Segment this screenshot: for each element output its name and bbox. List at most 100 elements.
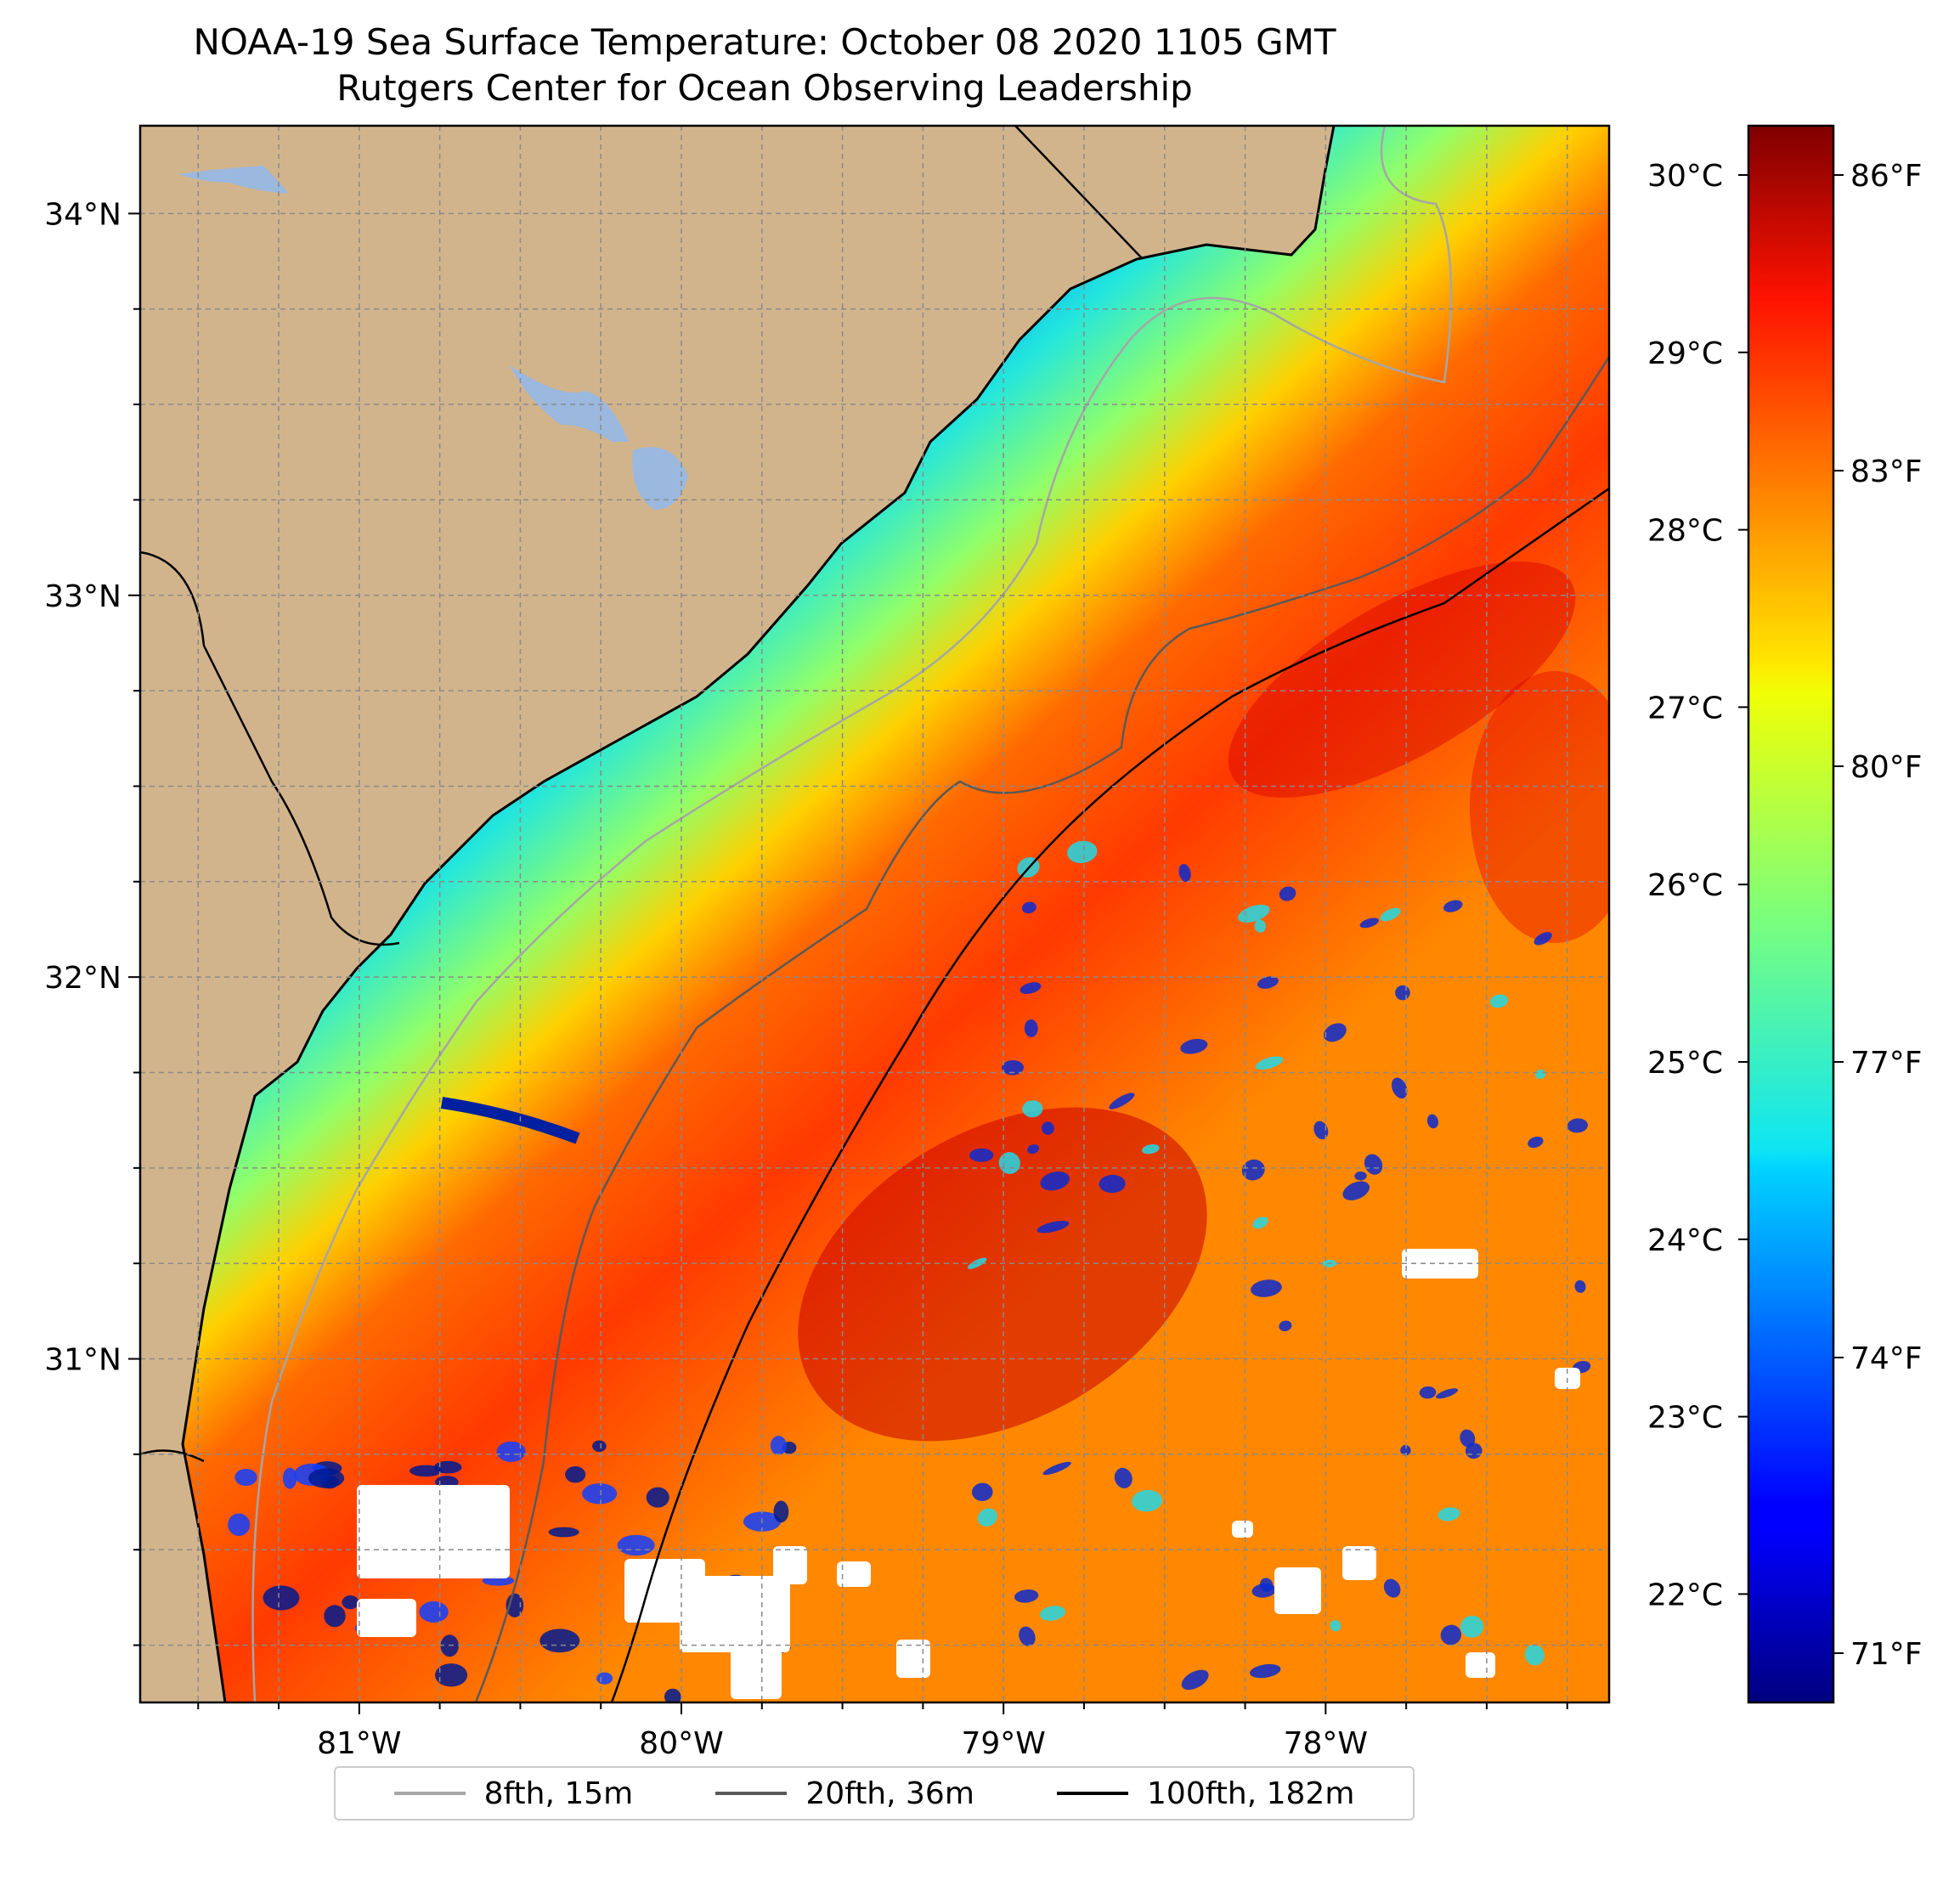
colorbar-celsius-label: 23°C: [1647, 1401, 1723, 1436]
warm-core: [1470, 671, 1609, 943]
cold-eddy: [582, 1483, 618, 1505]
cold-eddy: [1099, 1174, 1126, 1194]
cold-eddy: [1313, 1121, 1329, 1140]
cold-eddy: [1534, 932, 1552, 946]
colorbar-fahrenheit-label: 80°F: [1850, 750, 1923, 785]
cold-eddy: [1021, 901, 1036, 914]
colorbar-celsius-label: 30°C: [1647, 159, 1723, 194]
cold-eddy: [617, 1534, 655, 1556]
cold-eddy: [967, 1257, 987, 1269]
cloud-mask: [837, 1561, 871, 1587]
cold-eddy: [565, 1465, 586, 1483]
legend-item-20fth: 20fth, 36m: [715, 1776, 974, 1811]
cold-eddy: [770, 1436, 787, 1455]
lat-label: 34°N: [44, 197, 121, 232]
lon-label: 79°W: [961, 1726, 1045, 1761]
legend-swatch-100fth: [1057, 1792, 1129, 1795]
cold-eddy: [664, 1688, 681, 1702]
cold-eddy: [1391, 1077, 1408, 1099]
cold-eddy: [1567, 1118, 1588, 1133]
cold-eddy: [977, 1508, 998, 1527]
cold-eddy: [1132, 1489, 1163, 1512]
cold-eddy: [1460, 1615, 1484, 1638]
cold-eddy: [1380, 907, 1401, 922]
cold-eddy: [969, 1148, 994, 1162]
legend-label-20fth: 20fth, 36m: [805, 1776, 974, 1811]
cold-eddy: [1042, 1461, 1071, 1476]
cold-eddy: [1114, 1467, 1133, 1488]
cold-eddy: [1359, 917, 1379, 929]
isobath-8fth: [251, 126, 1453, 1702]
cloud-mask: [773, 1546, 807, 1584]
cold-eddy: [1260, 1578, 1274, 1593]
coastline: [181, 126, 1336, 1702]
gridlines: [140, 126, 1609, 1702]
cloud-mask: [357, 1599, 416, 1637]
cold-eddy: [419, 1601, 449, 1623]
colorbar-celsius-label: 29°C: [1647, 336, 1723, 371]
cold-eddy: [1383, 1578, 1401, 1598]
cold-eddy: [548, 1527, 579, 1538]
lon-label: 78°W: [1284, 1726, 1368, 1761]
lake-marion: [510, 365, 629, 442]
cold-eddy: [1342, 1181, 1370, 1200]
cold-eddy: [1014, 1589, 1039, 1603]
cold-eddy: [1489, 994, 1509, 1008]
cold-eddy: [592, 1440, 607, 1453]
isobath-20fth: [474, 356, 1609, 1702]
cold-eddy: [1279, 1320, 1292, 1332]
lat-label: 33°N: [44, 579, 121, 614]
cold-eddy: [1027, 1144, 1040, 1155]
map-title: NOAA-19 Sea Surface Temperature: October…: [193, 21, 1336, 63]
cold-eddy: [1109, 1092, 1135, 1109]
cloud-mask: [1342, 1546, 1376, 1580]
cold-eddy: [1040, 1171, 1070, 1191]
cold-eddy: [1443, 900, 1463, 912]
cold-eddy: [1440, 1624, 1462, 1646]
colorbar-fahrenheit-label: 86°F: [1850, 159, 1923, 194]
legend-item-100fth: 100fth, 182m: [1057, 1776, 1354, 1811]
state-border: [1014, 126, 1144, 260]
cold-eddy: [324, 1605, 346, 1628]
isobath-legend: 8fth, 15m 20fth, 36m 100fth, 182m: [334, 1766, 1415, 1821]
lake-moultrie: [632, 447, 688, 510]
cold-filament: [440, 1097, 580, 1144]
cold-eddy: [1460, 1429, 1476, 1448]
cloud-mask: [357, 1485, 510, 1578]
colorbar-fahrenheit-label: 74°F: [1850, 1341, 1923, 1376]
cold-eddy: [435, 1663, 468, 1687]
colorbar-celsius-label: 25°C: [1647, 1046, 1723, 1081]
cold-eddy: [1279, 886, 1296, 901]
colorbar-celsius-label: 28°C: [1647, 514, 1723, 549]
cold-eddy: [1524, 1644, 1545, 1666]
isobath-100fth: [610, 487, 1609, 1702]
colorbar-fahrenheit-label: 83°F: [1850, 454, 1923, 489]
cold-eddy: [646, 1487, 669, 1508]
cold-eddy: [1257, 976, 1279, 989]
colorbar-celsius-label: 26°C: [1647, 868, 1723, 903]
warm-core: [1228, 562, 1576, 798]
colorbar-celsius-label: 24°C: [1647, 1223, 1723, 1258]
state-border: [140, 1449, 205, 1463]
cold-eddy: [596, 1672, 613, 1685]
cloud-mask: [1466, 1652, 1495, 1678]
cold-eddy: [1141, 1143, 1160, 1155]
cold-eddy: [1180, 1038, 1208, 1054]
cold-eddy: [1400, 1445, 1411, 1456]
cloud-mask: [1232, 1521, 1253, 1538]
cloud-mask: [896, 1640, 930, 1678]
colorbar-celsius-label: 27°C: [1647, 691, 1723, 725]
map-area: [140, 126, 1609, 1702]
cloud-mask: [731, 1640, 782, 1699]
cold-eddy: [263, 1585, 300, 1611]
cold-eddy: [1019, 1626, 1036, 1646]
lat-label: 32°N: [44, 961, 121, 996]
cold-eddy: [1528, 1136, 1544, 1149]
map-frame: [138, 124, 1611, 1704]
cold-eddy: [228, 1513, 251, 1537]
cold-eddy: [773, 1500, 789, 1523]
legend-label-8fth: 8fth, 15m: [483, 1776, 634, 1811]
cold-eddy: [1252, 1217, 1268, 1229]
cold-eddy: [1022, 1100, 1043, 1118]
